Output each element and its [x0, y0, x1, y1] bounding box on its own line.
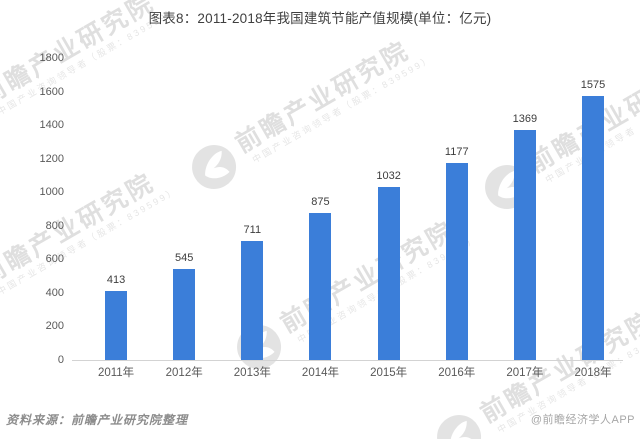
watermark-bird-logo-icon	[437, 415, 482, 439]
bar	[582, 95, 605, 360]
y-axis-tick-label: 400	[45, 286, 64, 299]
y-axis-tick-label: 1600	[39, 85, 64, 98]
bar	[241, 240, 264, 360]
bar-value-label: 1369	[512, 113, 538, 126]
bar-slot: 545	[150, 58, 218, 360]
bar	[377, 186, 400, 360]
x-axis-category-label: 2016年	[438, 367, 476, 379]
x-axis-category-label: 2013年	[233, 367, 271, 379]
bar-value-label: 1575	[580, 78, 606, 91]
bar	[309, 213, 332, 360]
source-note: 资料来源：前瞻产业研究院整理	[6, 413, 189, 427]
watermark-tile: 前瞻产业研究院 中国产业咨询领导者（股票：839599）	[184, 26, 436, 197]
y-axis-tick-label: 600	[45, 253, 64, 266]
bar-slot: 711	[218, 58, 286, 360]
y-axis-tick-label: 1800	[39, 52, 64, 64]
bar-slot: 1575	[559, 58, 627, 360]
bar-value-label: 413	[106, 273, 126, 286]
y-axis-tick-label: 1200	[39, 152, 64, 165]
bar	[513, 130, 536, 360]
x-axis-category-label: 2018年	[574, 367, 612, 379]
watermark-bird-logo-icon	[192, 145, 237, 189]
bar-value-label: 875	[311, 196, 330, 209]
bar-value-label: 1032	[376, 169, 401, 182]
bar-slot: 1032	[355, 58, 423, 360]
x-axis-category-label: 2017年	[506, 367, 544, 379]
x-axis-baseline	[72, 360, 623, 361]
x-axis-category-label: 2011年	[97, 367, 135, 379]
bar	[173, 268, 196, 360]
watermark-tile: 前瞻产业研究院 中国产业咨询领导者（股票：839599）	[429, 296, 640, 439]
y-axis-tick-label: 800	[45, 219, 64, 232]
y-axis-tick-label: 1400	[39, 119, 64, 132]
chart-title: 图表8：2011-2018年我国建筑节能产值规模(单位：亿元)	[148, 11, 492, 26]
bar-slot: 1177	[423, 58, 491, 360]
bar-value-label: 545	[175, 251, 194, 264]
bar-slot: 875	[286, 58, 354, 360]
bar-slot: 413	[82, 58, 150, 360]
bar	[105, 290, 128, 360]
bar-value-label: 711	[243, 223, 262, 236]
bar-slot: 1369	[491, 58, 559, 360]
x-axis-category-label: 2012年	[165, 367, 203, 379]
y-axis-tick-label: 1000	[39, 186, 64, 199]
bar-value-label: 1177	[444, 145, 469, 158]
y-axis-tick-label: 200	[45, 320, 64, 333]
bar	[445, 162, 468, 360]
app-credit: @前瞻经济学人APP	[530, 414, 635, 426]
x-axis-category-label: 2015年	[370, 367, 408, 379]
x-axis-category-label: 2014年	[301, 367, 340, 379]
y-axis-tick-label: 0	[57, 354, 64, 366]
